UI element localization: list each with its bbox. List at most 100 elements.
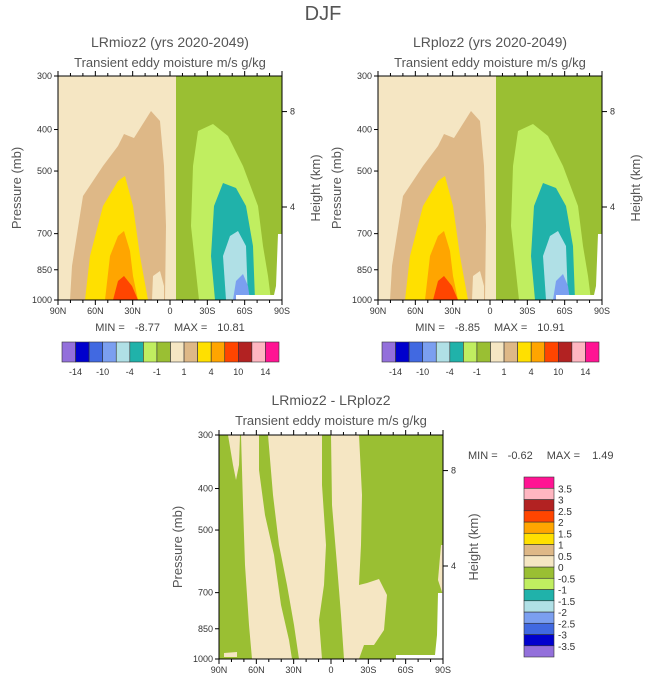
colorbar-swatch [523,532,555,545]
y-right-tick-label: 8 [290,107,295,117]
x-tick-label: 60N [87,306,104,316]
y-tick-label: 1000 [32,295,52,305]
contour-region-cream [224,652,237,657]
colorbar-label: 3.5 [558,484,572,495]
y-tick-label: 1000 [193,654,213,664]
x-tick-label: 0 [487,306,492,316]
colorbar-swatch [530,341,546,363]
colorbar-swatch [422,341,437,363]
missing-data-region [396,593,443,659]
colorbar-swatch [523,499,555,512]
colorbar-label: 2 [558,518,564,529]
colorbar-swatch [476,341,491,363]
panel-subtitle: Transient eddy moisture m/s g/kg [74,55,266,70]
y-right-tick-label: 8 [610,107,615,117]
colorbar-swatch [571,341,586,363]
y-right-axis-label: Height (km) [308,154,323,221]
colorbar-label: -4 [446,367,454,377]
colorbar-swatch [238,341,253,363]
y-tick-label: 300 [37,71,52,81]
axes: 300 400 500 700 850 1000 8 4 90N 60N 30N 0 30S 60S 90S… [9,71,323,316]
colorbar-label: -2 [558,608,567,619]
y-tick-label: 850 [357,265,372,275]
x-tick-label: 90S [594,306,610,316]
y-tick-label: 700 [198,588,213,598]
x-tick-label: 0 [328,665,333,675]
x-tick-label: 60S [237,306,253,316]
panel-subtitle: Transient eddy moisture m/s g/kg [394,55,586,70]
x-tick-label: 60S [398,665,414,675]
x-tick-label: 60N [248,665,265,675]
colorbar-label: 14 [260,367,270,377]
colorbar-swatch [523,622,555,635]
colorbar-label: 1 [558,541,564,552]
contour-field [378,76,602,300]
x-tick-label: 30S [360,665,376,675]
colorbar-swatch [544,341,559,363]
y-right-tick-label: 4 [290,202,295,212]
y-tick-label: 850 [198,624,213,634]
contour-region-orangered [433,276,458,300]
colorbar-swatch [523,566,555,579]
y-tick-label: 700 [37,229,52,239]
y-tick-label: 850 [37,265,52,275]
panel-title: LRploz2 (yrs 2020-2049) [413,34,567,50]
colorbar-swatch [523,555,555,568]
x-tick-label: 60N [407,306,424,316]
x-tick-label: 90S [435,665,451,675]
colorbar-swatch [183,341,198,363]
colorbar-swatch [523,611,555,624]
panel-subtitle: Transient eddy moisture m/s g/kg [235,413,427,428]
colorbar-label: -2.5 [558,619,576,630]
colorbar-swatch [395,341,410,363]
y-tick-label: 500 [37,166,52,176]
colorbar-label: -3 [558,631,567,642]
panel-title: LRmioz2 (yrs 2020-2049) [91,34,249,50]
contour-region-blue [233,274,250,300]
y-tick-label: 1000 [352,295,372,305]
colorbar-label: 1.5 [558,529,572,540]
x-tick-label: 30N [285,665,302,675]
colorbar-swatch [61,341,76,363]
figure-title: DJF [305,3,342,25]
colorbar-swatch [523,600,555,613]
colorbar-swatch [197,341,212,363]
contour-region-cream [152,271,164,300]
y-tick-label: 500 [357,166,372,176]
colorbar-swatch [75,341,90,363]
colorbar-swatch [435,341,451,363]
missing-data-region [236,234,282,300]
colorbar-label: -14 [69,367,82,377]
contour-region-orange [425,231,458,300]
colorbar-swatch [265,341,280,363]
colorbar-swatch [523,589,555,602]
min-max-stats: MIN = -8.85 MAX = 10.91 [415,322,565,334]
colorbar-swatch [523,645,555,658]
contour-region-cream [438,545,443,595]
y-right-tick-label: 8 [451,466,456,476]
colorbar-swatch [523,487,555,500]
colorbar-swatch [115,341,131,363]
colorbar-swatch [523,577,555,590]
x-tick-label: 30N [444,306,461,316]
colorbar-label: -1 [558,586,567,597]
y-tick-label: 500 [198,525,213,535]
contour-region-cream [472,271,484,300]
colorbar-label: -0.5 [558,574,576,585]
colorbar-swatch [251,341,266,363]
colorbar: -14 -10 -4 -1 1 4 10 14 [381,341,600,377]
colorbar: -3.5-3-2.5-2-1.5-1-0.500.511.522.533.5 [523,476,576,658]
y-tick-label: 400 [198,484,213,494]
x-tick-label: 30S [519,306,535,316]
axes: 300 400 500 700 850 1000 8 4 90N 60N 30N 0 30S 60S 90S… [170,430,481,675]
x-tick-label: 90N [370,306,387,316]
colorbar-label: 4 [529,367,534,377]
colorbar-swatch [210,341,226,363]
colorbar-label: 10 [233,367,243,377]
colorbar-swatch [143,341,158,363]
colorbar-label: 1 [182,367,187,377]
y-axis-label: Pressure (mb) [9,147,24,229]
colorbar: -14 -10 -4 -1 1 4 10 14 [61,341,280,377]
colorbar-swatch [523,476,555,489]
